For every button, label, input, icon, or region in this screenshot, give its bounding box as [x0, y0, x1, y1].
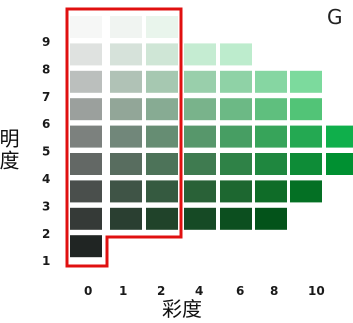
color-chip-v8-c2	[146, 43, 178, 66]
chroma-tick-1: 1	[119, 284, 127, 298]
color-chip-v4-c0	[70, 153, 102, 175]
color-chip-v4-c8	[255, 153, 287, 175]
color-chip-v8-c6	[220, 43, 252, 66]
chroma-tick-10: 10	[308, 284, 325, 298]
color-chip-v1-c0	[70, 235, 102, 258]
hue-label: G	[327, 5, 343, 29]
color-chip-v5-c8	[255, 125, 287, 148]
color-chip-v2-c6	[220, 207, 252, 230]
value-tick-1: 1	[42, 254, 50, 268]
color-chip-v8-c0	[70, 43, 102, 66]
highlight-outline	[65, 7, 183, 268]
color-chip-v4-c10	[290, 153, 322, 175]
color-chip-v5-c4	[184, 125, 216, 148]
color-chip-v7-c0	[70, 70, 102, 93]
chroma-tick-2: 2	[157, 284, 165, 298]
color-chip-v7-c8	[255, 70, 287, 93]
value-tick-7: 7	[42, 90, 50, 104]
color-chip-v7-c1	[110, 70, 142, 93]
value-tick-8: 8	[42, 62, 50, 76]
color-chip-v4-c4	[184, 153, 216, 175]
value-tick-4: 4	[42, 172, 50, 186]
color-chip-v2-c4	[184, 207, 216, 230]
value-tick-5: 5	[42, 145, 50, 159]
value-tick-9: 9	[42, 35, 50, 49]
color-chip-v6-c8	[255, 98, 287, 121]
color-chip-v7-c4	[184, 70, 216, 93]
color-chip-v3-c10	[290, 180, 322, 203]
color-chip-v3-c0	[70, 180, 102, 203]
color-chip-v6-c10	[290, 98, 322, 121]
color-chip-v9-c0	[70, 16, 102, 38]
color-chip-v2-c1	[110, 207, 142, 230]
color-chip-v3-c4	[184, 180, 216, 203]
color-chip-v4-c1	[110, 153, 142, 175]
color-chip-v5-c2	[146, 125, 178, 148]
value-tick-2: 2	[42, 227, 50, 241]
color-chip-v9-c1	[110, 16, 142, 38]
color-chip-v4-c2	[146, 153, 178, 175]
value-tick-3: 3	[42, 199, 50, 213]
color-chip-v6-c4	[184, 98, 216, 121]
color-chip-v4-c6	[220, 153, 252, 175]
value-tick-6: 6	[42, 117, 50, 131]
color-chip-v7-c6	[220, 70, 252, 93]
color-chip-v2-c8	[255, 207, 287, 230]
chroma-tick-6: 6	[236, 284, 244, 298]
color-chip-v3-c2	[146, 180, 178, 203]
color-chip-v6-c1	[110, 98, 142, 121]
color-chip-v8-c1	[110, 43, 142, 66]
color-chip-v5-c1	[110, 125, 142, 148]
chroma-tick-labels: 0 1 2 4 6 8 10	[84, 284, 325, 298]
chroma-tick-8: 8	[270, 284, 278, 298]
color-chip-v5-c12	[326, 125, 353, 148]
value-tick-labels: 1 2 3 4 5 6 7 8 9	[42, 35, 50, 268]
color-chip-v8-c4	[184, 43, 216, 66]
color-chip-v2-c0	[70, 207, 102, 230]
chroma-tick-0: 0	[84, 284, 92, 298]
color-chip-v3-c1	[110, 180, 142, 203]
color-chip-grid	[70, 16, 353, 258]
color-chip-v3-c8	[255, 180, 287, 203]
color-chip-v9-c2	[146, 16, 178, 38]
color-chip-v5-c6	[220, 125, 252, 148]
color-chip-v3-c6	[220, 180, 252, 203]
chroma-tick-4: 4	[195, 284, 203, 298]
color-chip-v7-c2	[146, 70, 178, 93]
x-axis-title: 彩度	[162, 297, 202, 321]
color-chip-v6-c0	[70, 98, 102, 121]
color-chip-v7-c10	[290, 70, 322, 93]
color-chip-v6-c2	[146, 98, 178, 121]
color-chip-v5-c0	[70, 125, 102, 148]
color-chip-v4-c12	[326, 153, 353, 175]
y-axis-title: 明度	[0, 128, 20, 172]
color-chip-v6-c6	[220, 98, 252, 121]
color-chip-v5-c10	[290, 125, 322, 148]
color-chip-v2-c2	[146, 207, 178, 230]
